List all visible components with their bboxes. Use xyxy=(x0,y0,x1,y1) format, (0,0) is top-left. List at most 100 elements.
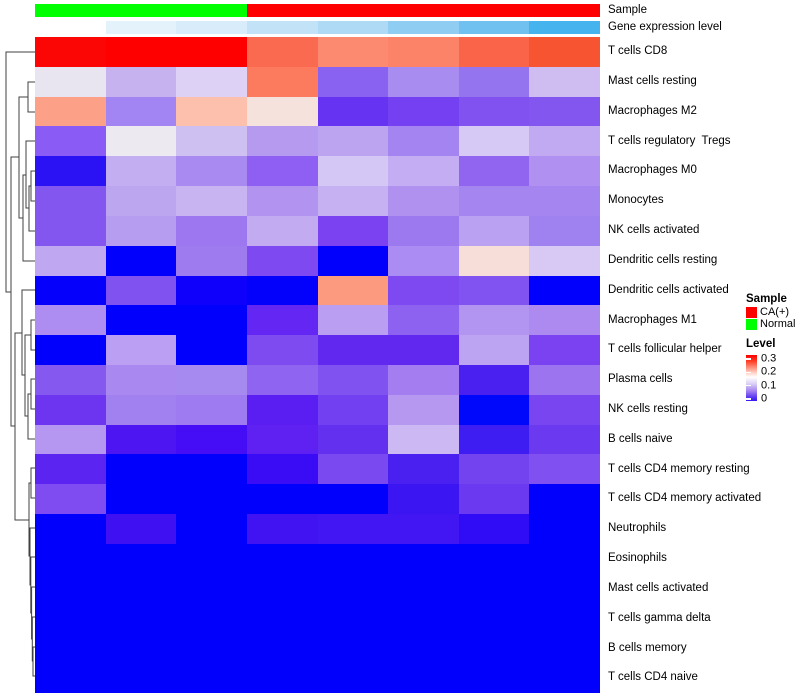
heatmap-cell xyxy=(317,186,389,216)
heatmap-cell xyxy=(317,454,389,485)
row-label: Monocytes xyxy=(608,194,664,207)
heatmap-cell xyxy=(105,275,177,306)
heatmap-cell xyxy=(246,663,318,693)
level-legend-title: Level xyxy=(746,338,776,350)
heatmap-cell xyxy=(458,245,530,276)
row-label: T cells gamma delta xyxy=(608,611,711,624)
legend-item: Normal xyxy=(746,319,800,330)
sample-annotation-bar xyxy=(35,4,600,17)
heatmap-cell xyxy=(176,424,247,455)
heatmap-cell xyxy=(35,275,106,306)
heatmap-cell xyxy=(176,633,247,664)
heatmap-cell xyxy=(105,215,177,246)
heatmap-cell xyxy=(529,633,600,664)
heatmap-cell xyxy=(529,215,600,246)
heatmap-cell xyxy=(529,37,600,67)
heatmap-cell xyxy=(317,305,389,336)
heatmap-cell xyxy=(388,633,459,664)
heatmap-cell xyxy=(317,96,389,127)
heatmap-cell xyxy=(105,663,177,693)
heatmap-cell xyxy=(458,484,530,515)
heatmap-cell xyxy=(458,186,530,216)
gene-expression-annotation-cell xyxy=(176,21,247,34)
sample-annotation-cell xyxy=(317,4,389,17)
heatmap-cell xyxy=(458,96,530,127)
heatmap-cell xyxy=(105,543,177,574)
heatmap-cell xyxy=(176,454,247,485)
heatmap-cell xyxy=(529,603,600,634)
heatmap-cell xyxy=(35,96,106,127)
heatmap-cell xyxy=(35,394,106,425)
level-tick-label: 0.2 xyxy=(761,365,777,378)
heatmap-cell xyxy=(176,126,247,157)
heatmap-cell xyxy=(35,454,106,485)
heatmap-cell xyxy=(458,37,530,67)
heatmap-cell xyxy=(176,215,247,246)
heatmap-cell xyxy=(317,484,389,515)
heatmap-cell xyxy=(388,37,459,67)
heatmap-cell xyxy=(458,543,530,574)
legend-item-label: CA(+) xyxy=(760,306,790,318)
heatmap-cell xyxy=(458,573,530,604)
row-label: Macrophages M0 xyxy=(608,164,697,177)
heatmap-cell xyxy=(246,37,318,67)
heatmap-cell xyxy=(176,275,247,306)
level-tick-dash xyxy=(746,398,751,400)
gene-expression-annotation-cell xyxy=(246,21,318,34)
gene-expression-annotation-cell xyxy=(317,21,389,34)
gene-expression-annotation-bar xyxy=(35,21,600,34)
heatmap-cell xyxy=(246,514,318,544)
heatmap-cell xyxy=(388,245,459,276)
row-label: Macrophages M1 xyxy=(608,313,697,326)
heatmap-cell xyxy=(35,126,106,157)
heatmap-cell xyxy=(317,663,389,693)
heatmap-cell xyxy=(388,275,459,306)
heatmap-cell xyxy=(388,394,459,425)
heatmap-cell xyxy=(105,454,177,485)
heatmap-cell xyxy=(317,275,389,306)
row-label: NK cells resting xyxy=(608,402,688,415)
heatmap-cell xyxy=(176,305,247,336)
heatmap-cell xyxy=(388,484,459,515)
heatmap-cell xyxy=(176,484,247,515)
heatmap-cell xyxy=(388,96,459,127)
level-tick-label: 0.1 xyxy=(761,379,777,392)
heatmap-cell xyxy=(105,335,177,365)
heatmap-cell xyxy=(529,96,600,127)
heatmap-cell xyxy=(246,603,318,634)
heatmap-cell xyxy=(458,215,530,246)
row-label: Eosinophils xyxy=(608,552,667,565)
gene-expression-annotation-cell xyxy=(388,21,459,34)
heatmap-cell xyxy=(35,603,106,634)
gene-expression-annotation-cell xyxy=(105,21,177,34)
heatmap-cell xyxy=(388,573,459,604)
heatmap-cell xyxy=(458,365,530,395)
heatmap-cell xyxy=(388,305,459,336)
row-label: Plasma cells xyxy=(608,373,673,386)
heatmap-cell xyxy=(35,484,106,515)
heatmap-cell xyxy=(388,603,459,634)
heatmap-cell xyxy=(176,603,247,634)
heatmap-cell xyxy=(35,305,106,336)
heatmap-cell xyxy=(35,573,106,604)
heatmap-cell xyxy=(458,126,530,157)
legend-swatch xyxy=(746,307,757,318)
heatmap-cell xyxy=(529,454,600,485)
heatmap-cell xyxy=(317,66,389,97)
heatmap-cell xyxy=(388,126,459,157)
level-gradient-bar xyxy=(746,355,757,401)
row-label: T cells CD8 xyxy=(608,45,668,58)
heatmap-cell xyxy=(246,275,318,306)
heatmap-cell xyxy=(388,215,459,246)
row-label: NK cells activated xyxy=(608,224,700,237)
heatmap-cell xyxy=(388,66,459,97)
row-label: Macrophages M2 xyxy=(608,104,697,117)
heatmap-cell xyxy=(176,394,247,425)
heatmap-cell xyxy=(317,126,389,157)
row-labels: T cells CD8 Mast cells resting Macrophages… xyxy=(608,37,793,693)
heatmap-cell xyxy=(317,215,389,246)
heatmap-cell xyxy=(529,365,600,395)
heatmap-cell xyxy=(35,245,106,276)
heatmap-cell xyxy=(35,156,106,187)
